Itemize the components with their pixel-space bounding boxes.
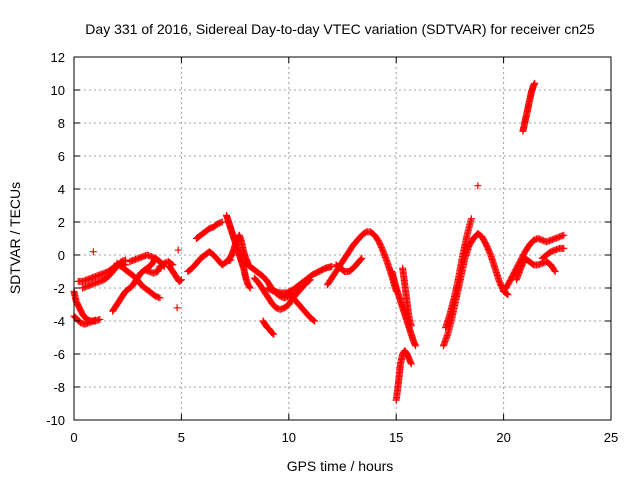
data-point: [504, 291, 512, 299]
x-tick-label: 15: [389, 430, 403, 445]
y-axis-label: SDTVAR / TECUs: [7, 182, 23, 294]
data-point: [310, 316, 318, 324]
y-tick-label: 0: [58, 248, 65, 263]
data-point: [270, 330, 278, 338]
data-point: [218, 218, 226, 226]
x-tick-label: 25: [604, 430, 618, 445]
y-tick-label: 4: [58, 182, 65, 197]
data-point: [407, 360, 415, 368]
data-point: [550, 266, 558, 274]
y-tick-label: -4: [53, 314, 65, 329]
y-tick-label: 6: [58, 149, 65, 164]
data-point: [91, 316, 99, 324]
y-tick-label: 8: [58, 116, 65, 131]
x-tick-label: 5: [178, 430, 185, 445]
y-tick-label: 2: [58, 215, 65, 230]
y-tick-label: -6: [53, 347, 65, 362]
data-point: [269, 329, 277, 337]
x-tick-label: 20: [496, 430, 510, 445]
x-tick-label: 10: [282, 430, 296, 445]
chart-title: Day 331 of 2016, Sidereal Day-to-day VTE…: [85, 21, 595, 37]
data-point: [467, 215, 475, 223]
data-point: [311, 317, 319, 325]
data-point: [358, 254, 366, 262]
x-tick-label: 0: [70, 430, 77, 445]
data-point: [177, 276, 185, 284]
y-tick-label: 10: [51, 83, 65, 98]
data-point: [122, 256, 130, 264]
y-tick-label: 12: [51, 50, 65, 65]
y-tick-label: -8: [53, 380, 65, 395]
data-point: [560, 244, 568, 252]
data-point: [531, 79, 539, 87]
data-point: [156, 294, 164, 302]
data-point: [245, 283, 253, 291]
data-point: [176, 277, 184, 285]
data-point: [560, 231, 568, 239]
grid-lines: [74, 57, 611, 420]
data-point: [474, 182, 482, 190]
data-point: [96, 315, 104, 323]
y-tick-label: -2: [53, 281, 65, 296]
data-point: [246, 284, 254, 292]
axis-ticks: 0 5 10 15 20 25 -10 -8 -6 -4 -2 0 2 4 6 8 10 12: [46, 50, 618, 445]
data-points: [70, 79, 568, 404]
x-axis-label: GPS time / hours: [287, 458, 394, 474]
data-point: [407, 322, 415, 330]
data-point: [357, 255, 365, 263]
data-point: [89, 248, 97, 256]
plot-frame: [73, 56, 612, 421]
data-point: [328, 263, 336, 271]
y-tick-label: -10: [46, 413, 65, 428]
data-point: [551, 268, 559, 275]
data-point: [174, 246, 182, 254]
data-point: [412, 342, 420, 350]
data-point: [173, 304, 181, 312]
